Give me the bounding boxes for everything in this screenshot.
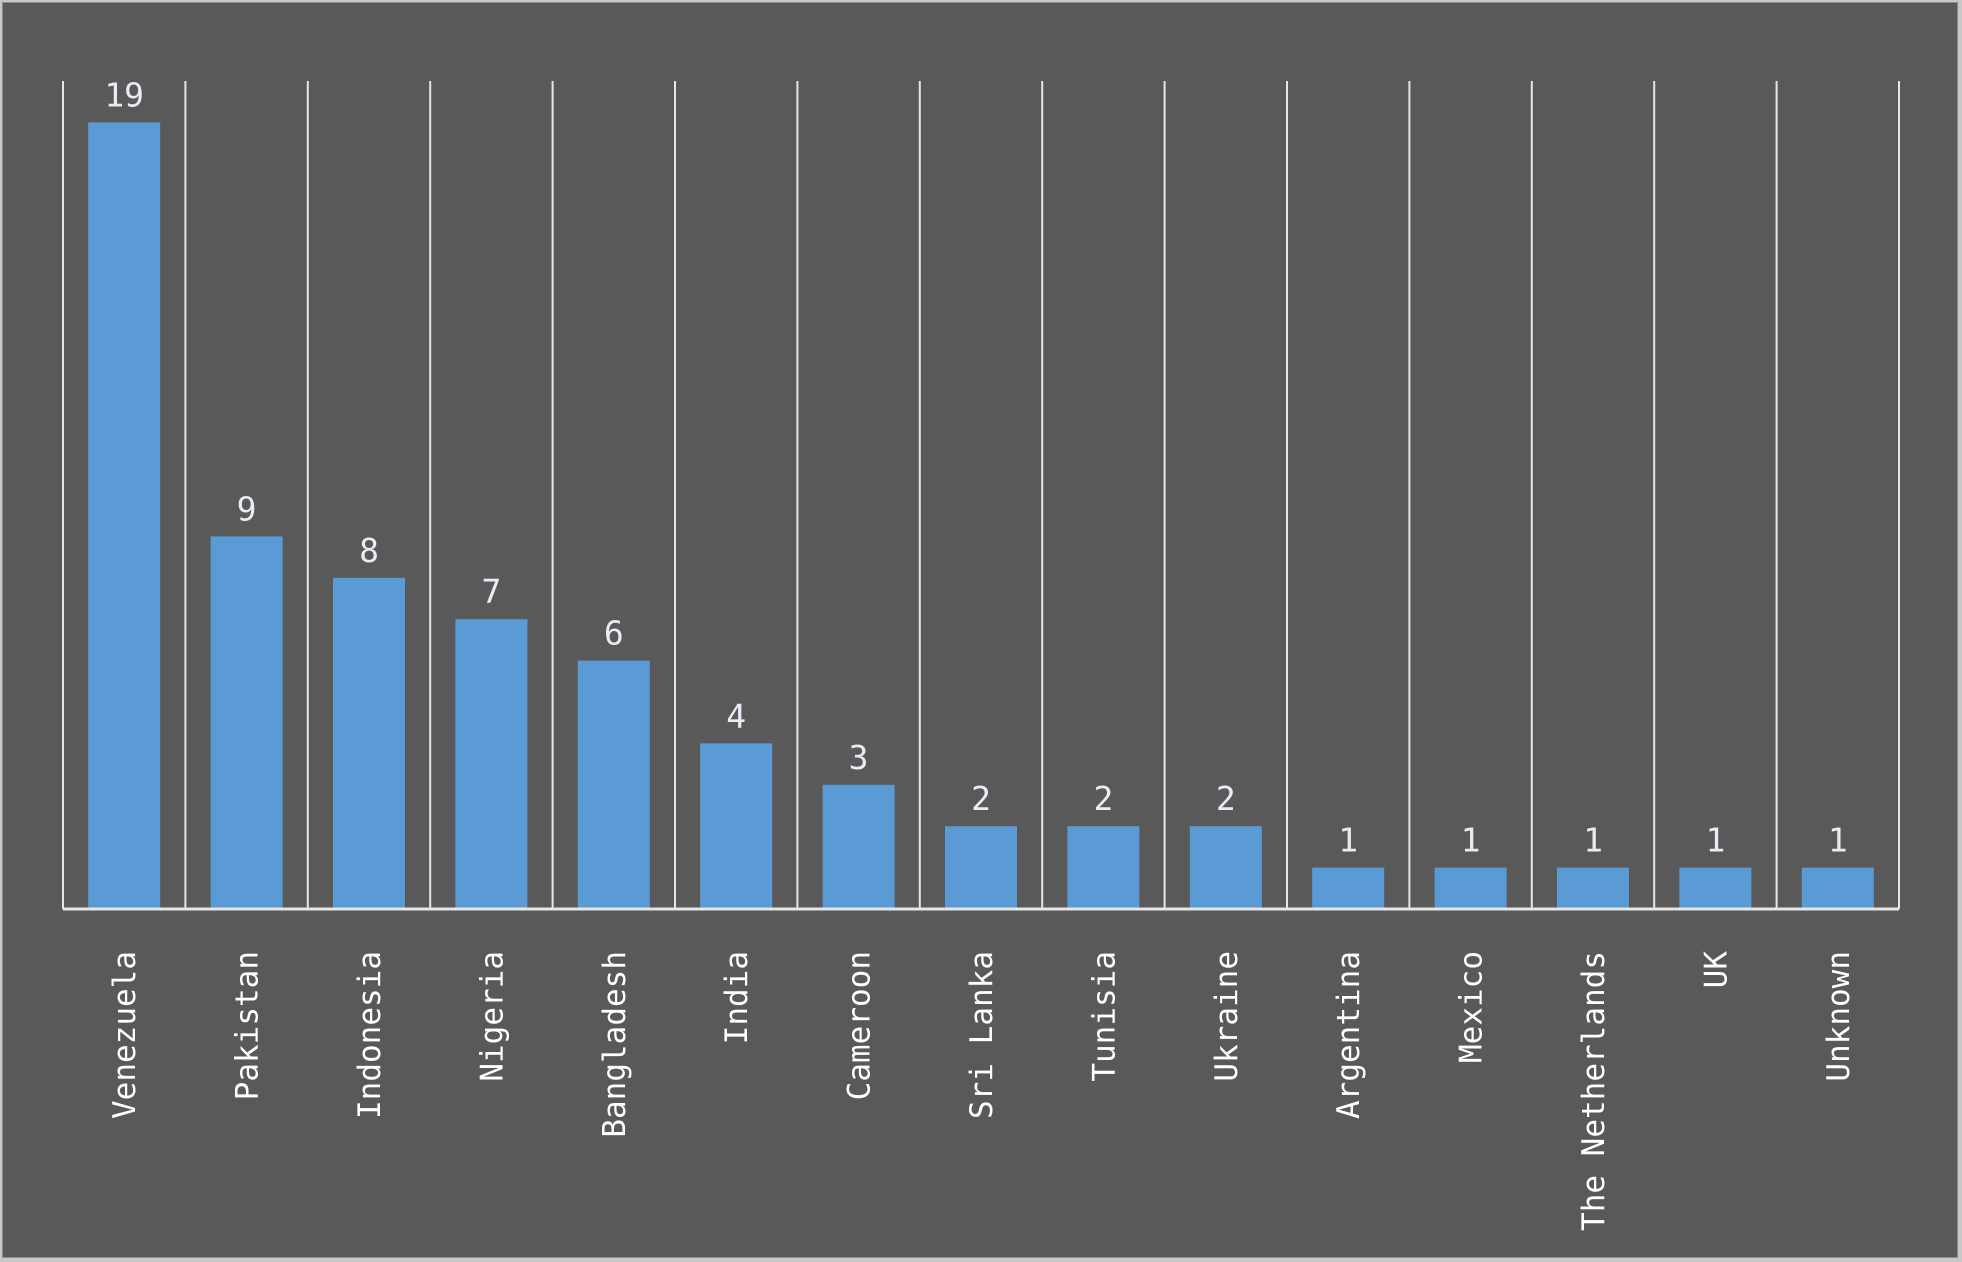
bar: [455, 619, 528, 909]
category-label: Mexico: [1454, 951, 1490, 1063]
data-label: 1: [1583, 821, 1603, 860]
category-label: Pakistan: [230, 951, 266, 1100]
data-label: 2: [1216, 779, 1236, 818]
category-label: Indonesia: [352, 951, 388, 1119]
bar: [1434, 867, 1507, 909]
data-label: 2: [1093, 779, 1113, 818]
bar: [945, 826, 1017, 909]
data-label: 1: [1705, 821, 1725, 860]
data-label: 4: [726, 696, 746, 735]
bar: [822, 784, 895, 909]
category-label: Sri Lanka: [964, 951, 1000, 1119]
bar: [1067, 826, 1140, 909]
category-label: Venezuela: [107, 951, 143, 1119]
data-labels: 19 9 8 7 6 4 3 2 2 2 1 1 1 1 1: [104, 75, 1847, 859]
data-label: 1: [1828, 821, 1848, 860]
bar: [700, 743, 773, 909]
category-label: Ukraine: [1209, 951, 1245, 1082]
data-label: 3: [849, 738, 869, 777]
category-label: UK: [1698, 951, 1734, 989]
category-separators: [62, 81, 1900, 909]
bar: [1312, 867, 1385, 909]
category-label: The Netherlands: [1576, 951, 1612, 1231]
bar: [88, 122, 161, 909]
data-label: 9: [237, 489, 257, 528]
category-label: Unknown: [1821, 951, 1857, 1082]
bar: [1189, 826, 1262, 909]
category-label: Tunisia: [1086, 951, 1122, 1082]
data-label: 19: [104, 75, 144, 114]
category-labels: Venezuela Pakistan Indonesia Nigeria Banglad…: [107, 951, 1857, 1231]
category-label: Argentina: [1331, 951, 1367, 1119]
data-label: 6: [604, 614, 624, 653]
data-label: 1: [1338, 821, 1358, 860]
data-label: 2: [971, 779, 991, 818]
bar: [210, 536, 283, 909]
data-label: 8: [359, 531, 379, 570]
category-label: Cameroon: [842, 951, 878, 1100]
bar-chart: 19 9 8 7 6 4 3 2 2 2 1 1 1 1 1 Venezuela Pakistan Indone…: [62, 75, 1900, 1231]
category-label: India: [719, 951, 755, 1044]
bar: [1679, 867, 1752, 909]
category-label: Nigeria: [474, 951, 510, 1082]
bar: [1557, 867, 1629, 909]
bar: [577, 660, 650, 909]
category-label: Bangladesh: [597, 951, 633, 1138]
bar: [333, 577, 405, 909]
data-label: 1: [1461, 821, 1481, 860]
bars: [88, 122, 1874, 909]
data-label: 7: [481, 572, 501, 611]
bar: [1801, 867, 1874, 909]
